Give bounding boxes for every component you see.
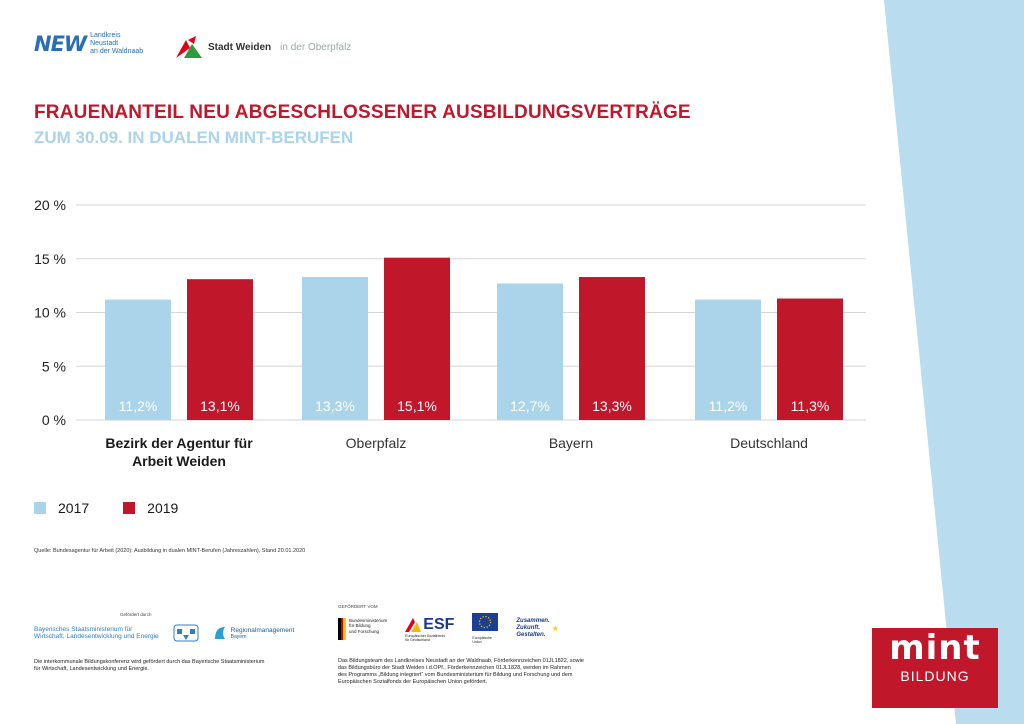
legend-swatch-2017 bbox=[34, 502, 46, 514]
stadt-weiden-logo: Stadt Weiden in der Oberpfalz bbox=[176, 36, 351, 58]
y-tick-label: 5 % bbox=[42, 358, 66, 374]
y-tick-label: 0 % bbox=[42, 412, 66, 428]
funding-right-text: Das Bildungsteam des Landkreises Neustad… bbox=[338, 658, 584, 685]
y-tick-label: 10 % bbox=[34, 305, 66, 321]
weiden-flag-icon bbox=[176, 36, 202, 58]
legend-item-2019: 2019 bbox=[123, 500, 178, 516]
mint-wordmark: mint bbox=[889, 628, 981, 668]
bar-2019-2 bbox=[579, 277, 645, 420]
bar-2017-1 bbox=[302, 277, 368, 420]
german-eagle-flag-icon bbox=[338, 617, 346, 640]
bmbf-caption: GEFÖRDERT VOM bbox=[338, 604, 378, 609]
mint-bildung-logo: mint BILDUNG bbox=[872, 628, 998, 708]
eu-label: Europäische Union bbox=[472, 636, 492, 644]
bar-value-label: 13,3% bbox=[592, 398, 632, 414]
bar-value-label: 13,1% bbox=[200, 398, 240, 414]
funding-right-block: GEFÖRDERT VOM Bundesministerium für Bild… bbox=[338, 604, 638, 686]
funding-caption: Gefördert durch bbox=[120, 612, 152, 617]
y-tick-label: 20 % bbox=[34, 197, 66, 213]
esf-sub: Europäischer Sozialfonds für Deutschland bbox=[405, 633, 445, 642]
source-note: Quelle: Bundesagentur für Arbeit (2020):… bbox=[34, 548, 306, 554]
regional-sub: Bayern bbox=[230, 633, 247, 640]
bar-2019-3 bbox=[777, 298, 843, 420]
chart-title: FRAUENANTEIL NEU ABGESCHLOSSENER AUSBILD… bbox=[34, 102, 691, 123]
weiden-sub: in der Oberpfalz bbox=[280, 41, 352, 53]
bavaria-coat-of-arms-icon bbox=[173, 624, 199, 642]
star-icon: ★ bbox=[551, 624, 559, 633]
chart-subtitle: ZUM 30.09. IN DUALEN MINT-BERUFEN bbox=[34, 128, 354, 147]
regional-label: Regionalmanagement bbox=[230, 626, 295, 634]
eu-flag-icon bbox=[472, 613, 499, 631]
weiden-name: Stadt Weiden bbox=[208, 41, 272, 53]
funding-left-block: Gefördert durch Bayerisches Staatsminist… bbox=[34, 612, 324, 673]
bar-value-label: 12,7% bbox=[510, 398, 550, 414]
bmbf-name: Bundesministerium für Bildung und Forsch… bbox=[349, 617, 388, 634]
bar-2019-1 bbox=[384, 257, 450, 420]
chart-legend: 2017 2019 bbox=[34, 500, 178, 516]
category-label: Deutschland bbox=[730, 435, 808, 451]
bar-2017-0 bbox=[105, 299, 171, 420]
new-logo-text: Landkreis Neustadt an der Waldnaab bbox=[90, 32, 144, 55]
bar-2017-3 bbox=[695, 299, 761, 420]
bar-2019-0 bbox=[187, 279, 253, 420]
legend-item-2017: 2017 bbox=[34, 500, 89, 516]
y-tick-label: 15 % bbox=[34, 251, 66, 267]
esf-label: ESF bbox=[423, 615, 455, 633]
bar-value-label: 11,2% bbox=[119, 398, 158, 414]
new-logo-mark: NEW bbox=[34, 32, 87, 56]
legend-label-2019: 2019 bbox=[147, 500, 179, 516]
category-label: Oberpfalz bbox=[346, 435, 407, 451]
ministry-name: Bayerisches Staatsministerium für Wirtsc… bbox=[34, 626, 159, 640]
bar-value-label: 15,1% bbox=[397, 398, 437, 414]
regionalmanagement-icon bbox=[214, 627, 225, 639]
bar-chart: 0 % 5 % 10 % 15 % 20 % 11,2% 13,1% Bezirk der A… bbox=[34, 197, 866, 469]
landkreis-new-logo: NEW Landkreis Neustadt an der Waldnaab bbox=[34, 32, 143, 56]
bar-2017-2 bbox=[497, 283, 563, 420]
legend-label-2017: 2017 bbox=[58, 500, 90, 516]
category-label: Bezirk der Agentur für bbox=[105, 435, 253, 451]
funding-left-text: Die interkommunale Bildungskonferenz wir… bbox=[34, 659, 265, 672]
category-label: Arbeit Weiden bbox=[132, 453, 226, 469]
bar-value-label: 11,3% bbox=[791, 398, 830, 414]
slogan: Zusammen. Zukunft. Gestalten. bbox=[516, 618, 550, 638]
bar-value-label: 11,2% bbox=[709, 398, 748, 414]
bildung-wordmark: BILDUNG bbox=[900, 668, 970, 684]
esf-flag-icon bbox=[405, 617, 422, 632]
legend-swatch-2019 bbox=[123, 502, 136, 514]
bar-value-label: 13,3% bbox=[315, 398, 355, 414]
category-label: Bayern bbox=[549, 435, 593, 451]
